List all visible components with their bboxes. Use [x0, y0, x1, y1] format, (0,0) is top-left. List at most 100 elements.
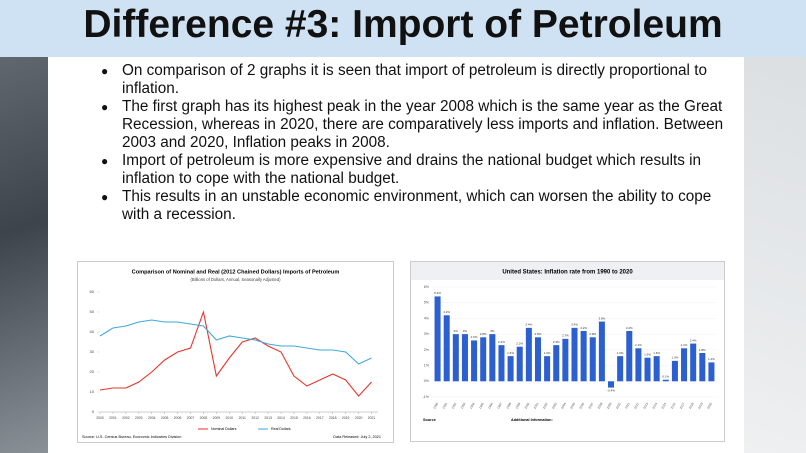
- bar: [452, 334, 459, 382]
- bar: [571, 327, 578, 382]
- y-tick-label: 60: [90, 289, 95, 294]
- value-label: 2.1%: [681, 343, 688, 347]
- value-label: 3.8%: [598, 316, 605, 320]
- bar: [681, 348, 688, 382]
- x-tick-label: 2020: [706, 402, 713, 410]
- x-tick-label: 2016: [670, 402, 677, 410]
- bullet: The first graph has its highest peak in …: [101, 98, 737, 152]
- y-tick-label: -1%: [423, 395, 430, 399]
- x-tick-label: 2015: [661, 402, 668, 410]
- x-tick-label: 2021: [368, 416, 376, 420]
- value-label: 2.2%: [516, 342, 523, 346]
- bar: [708, 362, 715, 382]
- x-tick-label: 2015: [290, 416, 298, 420]
- value-label: 1.6%: [507, 351, 514, 355]
- bar: [671, 360, 678, 382]
- value-label: 2.3%: [498, 340, 505, 344]
- source: Source: [423, 418, 436, 422]
- bar: [608, 381, 615, 388]
- x-tick-label: 1998: [505, 402, 512, 410]
- title-bar: [411, 262, 724, 280]
- y-tick-label: 2%: [424, 348, 430, 352]
- value-label: 5.4%: [434, 291, 441, 295]
- x-tick-label: 2018: [688, 402, 695, 410]
- x-tick-label: 2019: [342, 416, 350, 420]
- value-label: 2.1%: [635, 343, 642, 347]
- value-label: 2.7%: [562, 334, 569, 338]
- y-tick-label: 4%: [424, 316, 430, 320]
- y-tick-label: 5%: [424, 301, 430, 305]
- x-tick-label: 2017: [316, 416, 324, 420]
- x-tick-label: 2019: [697, 402, 704, 410]
- bar: [471, 340, 478, 382]
- bar: [434, 296, 441, 382]
- x-tick-label: 1996: [487, 402, 494, 410]
- bar: [690, 343, 697, 382]
- x-tick-label: 2018: [329, 416, 337, 420]
- bar: [534, 337, 541, 382]
- value-label: 3.2%: [626, 326, 633, 330]
- x-tick-label: 2007: [588, 402, 595, 410]
- x-tick-label: 2013: [642, 402, 649, 410]
- bar: [635, 348, 642, 382]
- value-label: 0.1%: [662, 375, 669, 379]
- value-label: 1.5%: [644, 353, 651, 357]
- bullet-list: On comparison of 2 graphs it is seen tha…: [100, 62, 737, 224]
- x-tick-label: 2008: [597, 402, 604, 410]
- x-tick-label: 2000: [96, 416, 104, 420]
- y-tick-label: 1%: [424, 364, 430, 368]
- value-label: 2.8%: [480, 332, 487, 336]
- chart-title: Comparison of Nominal and Real (2012 Cha…: [132, 269, 340, 275]
- chart-subtitle: (Billions of Dollars, Annual, Seasonally…: [190, 277, 281, 282]
- x-tick-label: 2008: [200, 416, 208, 420]
- bar: [516, 346, 523, 382]
- x-tick-label: 2006: [174, 416, 182, 420]
- x-tick-label: 1991: [441, 402, 448, 410]
- legend-label: Nominal Dollars: [211, 427, 237, 431]
- x-tick-label: 2001: [533, 402, 540, 410]
- background-image: [0, 0, 48, 453]
- x-tick-label: 2004: [560, 402, 567, 410]
- bar: [480, 337, 487, 382]
- x-tick-label: 2012: [251, 416, 259, 420]
- x-tick-label: 1997: [496, 402, 503, 410]
- x-tick-label: 2014: [277, 416, 285, 420]
- bar: [525, 327, 532, 382]
- x-tick-label: 2003: [551, 402, 558, 410]
- x-tick-label: 2002: [542, 402, 549, 410]
- value-label: 1.6%: [544, 351, 551, 355]
- series-line: [99, 309, 372, 397]
- x-tick-label: 2020: [355, 416, 363, 420]
- x-tick-label: 2014: [651, 402, 658, 410]
- value-label: 2.8%: [535, 332, 542, 336]
- note: Additional Information:: [511, 418, 553, 422]
- x-tick-label: 2011: [624, 402, 631, 410]
- x-tick-label: 2004: [148, 416, 156, 420]
- bar: [598, 321, 605, 382]
- bar: [544, 356, 551, 382]
- legend-label: Real Dollars: [271, 427, 291, 431]
- value-label: 3.4%: [525, 323, 532, 327]
- x-tick-label: 2012: [633, 402, 640, 410]
- bar: [507, 356, 514, 382]
- bar: [662, 379, 669, 382]
- value-label: 1.3%: [671, 356, 678, 360]
- y-tick-label: 6%: [424, 285, 430, 289]
- y-tick-label: 30: [90, 349, 95, 354]
- value-label: 3%: [454, 329, 459, 333]
- value-label: 3%: [463, 329, 468, 333]
- x-tick-label: 2002: [122, 416, 130, 420]
- x-tick-label: 2011: [239, 416, 246, 420]
- bullet: On comparison of 2 graphs it is seen tha…: [101, 62, 737, 98]
- x-tick-label: 2001: [109, 416, 117, 420]
- value-label: 1.6%: [653, 351, 660, 355]
- value-label: 4.2%: [443, 310, 450, 314]
- value-label: 1.8%: [699, 348, 706, 352]
- bar: [443, 315, 450, 382]
- x-tick-label: 1999: [514, 402, 521, 410]
- y-tick-label: 0%: [424, 379, 430, 383]
- x-tick-label: 2009: [213, 416, 221, 420]
- y-tick-label: 0: [92, 409, 95, 414]
- x-tick-label: 2010: [615, 402, 622, 410]
- release-date: Data Released: July 2, 2021: [333, 435, 381, 439]
